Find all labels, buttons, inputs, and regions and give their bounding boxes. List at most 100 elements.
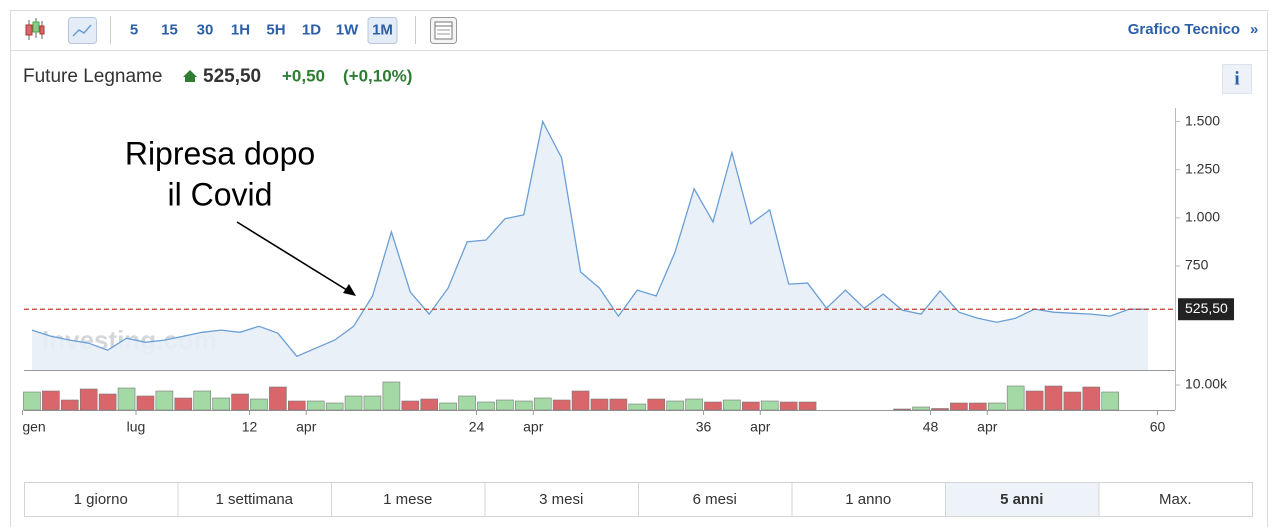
- x-tick-label: gen: [22, 419, 45, 435]
- volume-bar: [893, 408, 911, 411]
- table-icon[interactable]: [430, 17, 457, 44]
- volume-bar: [552, 399, 571, 411]
- annotation-arrow: [236, 221, 351, 293]
- range-button[interactable]: [484, 482, 639, 517]
- volume-bar: [401, 400, 420, 411]
- interval-button[interactable]: 5H: [266, 21, 285, 38]
- volume-bar: [931, 408, 949, 411]
- volume-bar: [344, 395, 363, 411]
- range-button[interactable]: [24, 482, 179, 517]
- volume-bar: [174, 397, 193, 411]
- interval-button[interactable]: 5: [130, 21, 138, 38]
- volume-bar: [912, 406, 930, 411]
- volume-bar: [798, 401, 817, 411]
- volume-bar: [117, 387, 136, 411]
- interval-button[interactable]: 1D: [302, 21, 321, 38]
- up-arrow: [183, 70, 197, 82]
- volume-bar: [60, 399, 79, 411]
- volume-bar: [439, 402, 457, 411]
- price: 525,50: [203, 66, 261, 87]
- volume-bar: [1063, 391, 1082, 411]
- technical-arrow[interactable]: »: [1250, 21, 1258, 38]
- volume-bar: [742, 401, 760, 411]
- volume-bar: [288, 400, 306, 411]
- volume-bar: [250, 398, 268, 411]
- interval-button[interactable]: 1W: [336, 21, 359, 38]
- volume-bar: [306, 400, 325, 411]
- price-area: [31, 121, 1149, 370]
- interval-active-bg: [367, 17, 398, 44]
- y-tick-label: 1.250: [1185, 160, 1220, 176]
- change: +0,50: [282, 66, 325, 85]
- volume-bar: [23, 391, 41, 411]
- volume-bar: [760, 400, 779, 411]
- x-tick-label: 60: [1150, 419, 1166, 435]
- volume-bar: [363, 395, 382, 411]
- x-tick-label: apr: [296, 419, 317, 435]
- volume-bar: [704, 401, 722, 411]
- range-button[interactable]: [1098, 482, 1253, 517]
- range-label[interactable]: 3 mesi: [539, 491, 583, 508]
- volume-bar: [1025, 390, 1044, 411]
- line-icon[interactable]: [68, 17, 97, 44]
- volume-bar: [325, 402, 344, 411]
- volume-bar: [477, 401, 495, 411]
- x-tick-label: 48: [923, 419, 939, 435]
- interval-button[interactable]: 30: [197, 21, 214, 38]
- reference-label: 525,50: [1185, 300, 1228, 316]
- reference-label-bg: [1178, 298, 1234, 321]
- volume-bar: [382, 381, 401, 411]
- x-tick-label: apr: [977, 419, 998, 435]
- range-label[interactable]: 1 settimana: [215, 491, 293, 508]
- volume-bar: [950, 402, 968, 411]
- x-tick-label: 36: [696, 419, 712, 435]
- volume-bar: [420, 398, 439, 411]
- y-tick-label: 1.500: [1185, 112, 1220, 128]
- volume-bar: [1082, 386, 1101, 411]
- volume-bar: [647, 398, 666, 411]
- volume-bar: [1006, 385, 1025, 411]
- volume-bar: [98, 393, 117, 411]
- price-line: [31, 119, 1149, 358]
- range-label[interactable]: Max.: [1159, 491, 1192, 508]
- range-label[interactable]: 1 anno: [845, 491, 891, 508]
- interval-button[interactable]: 15: [161, 21, 178, 38]
- volume-bar: [136, 395, 155, 411]
- range-button[interactable]: [945, 482, 1100, 517]
- volume-tick-label: 10.00k: [1185, 376, 1228, 392]
- interval-button[interactable]: 1H: [231, 21, 250, 38]
- volume-bar: [515, 400, 533, 411]
- volume-bar: [571, 390, 590, 411]
- volume-bar: [628, 403, 647, 411]
- x-tick-label: 12: [242, 419, 258, 435]
- x-tick-label: 24: [469, 419, 485, 435]
- frame: [10, 10, 1268, 527]
- annotation-arrowhead: [343, 284, 356, 296]
- range-button[interactable]: [638, 482, 793, 517]
- volume-bar: [1044, 385, 1063, 411]
- x-tick-label: apr: [750, 419, 771, 435]
- range-label[interactable]: 1 giorno: [74, 491, 128, 508]
- volume-bar: [533, 397, 552, 411]
- volume-bar: [1101, 391, 1120, 411]
- volume-bar: [685, 398, 703, 411]
- range-button[interactable]: [331, 482, 486, 517]
- candle-icon[interactable]: [25, 18, 45, 40]
- x-tick-label: lug: [127, 419, 146, 435]
- range-button[interactable]: [791, 482, 946, 517]
- range-label[interactable]: 6 mesi: [693, 491, 737, 508]
- technical-link[interactable]: Grafico Tecnico: [1128, 21, 1240, 38]
- info-icon[interactable]: i: [1234, 68, 1239, 89]
- volume-bar: [609, 398, 628, 411]
- range-label[interactable]: 1 mese: [383, 491, 432, 508]
- range-label[interactable]: 5 anni: [1000, 491, 1043, 508]
- volume-bar: [496, 399, 514, 411]
- interval-button[interactable]: 1M: [372, 21, 393, 38]
- volume-bar: [969, 402, 987, 411]
- volume-bar: [193, 390, 212, 411]
- volume-bar: [987, 402, 1006, 411]
- info-button[interactable]: [1222, 64, 1252, 94]
- volume-bar: [779, 401, 798, 411]
